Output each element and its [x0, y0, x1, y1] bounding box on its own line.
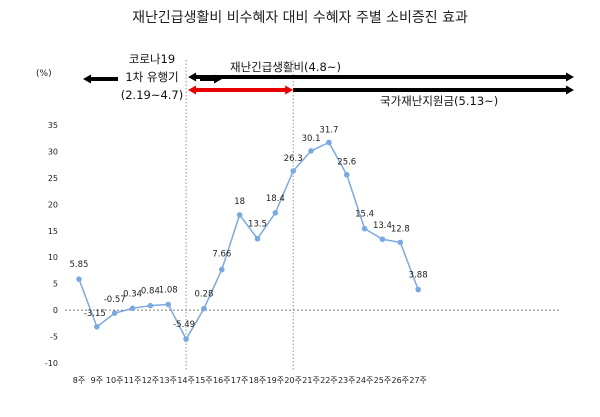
x-tick-label: 12주 — [142, 376, 160, 385]
data-point — [272, 209, 279, 216]
x-tick-label: 24주 — [356, 376, 374, 385]
y-tick-label: 10 — [48, 253, 58, 262]
data-point — [165, 301, 172, 308]
data-point — [94, 323, 100, 330]
data-point — [183, 336, 189, 342]
x-tick-label: 20주 — [284, 376, 302, 385]
data-label: 15.4 — [355, 210, 374, 220]
y-tick-label: 35 — [48, 121, 58, 130]
data-point — [129, 305, 136, 312]
corona-label-line1: 코로나19 — [129, 52, 175, 66]
data-label: -0.57 — [104, 295, 126, 305]
x-tick-label: 23주 — [338, 376, 356, 385]
data-label: -5.49 — [173, 320, 195, 330]
y-tick-label: 30 — [48, 147, 58, 156]
series-line — [78, 141, 419, 341]
data-label: 13.4 — [373, 221, 392, 231]
data-point — [147, 302, 154, 309]
data-labels-group: 5.85 -3.15 -0.570.340.841.08 -5.49 0.28 7.66 1… — [70, 125, 428, 330]
data-point — [290, 168, 297, 174]
relief-fund-arrow — [188, 72, 574, 82]
corona-label-line2: 1차 유행기 — [125, 70, 178, 84]
x-tick-label: 26주 — [392, 376, 410, 385]
data-label: 5.85 — [70, 260, 89, 270]
data-label: 18 — [234, 197, 245, 207]
data-point — [361, 225, 368, 232]
data-point — [201, 305, 207, 312]
data-point — [379, 236, 386, 243]
x-tick-label: 14주 — [177, 376, 195, 385]
x-tick-label: 8주 — [73, 376, 85, 385]
data-label: 18.4 — [266, 194, 285, 204]
data-point — [219, 266, 225, 273]
x-tick-label: 10주 — [106, 376, 124, 385]
corona-label-line3: (2.19~4.7) — [121, 88, 184, 102]
y-unit-label: (%) — [36, 69, 52, 79]
chart-title: 재난긴급생활비 비수혜자 대비 수혜자 주별 소비증진 효과 — [132, 10, 468, 26]
data-point — [343, 171, 350, 178]
data-point — [326, 139, 332, 146]
data-label: 1.08 — [159, 285, 178, 295]
x-tick-label: 9주 — [91, 376, 103, 385]
corona-arrow-left-head-left — [83, 74, 91, 84]
x-tick-label: 17주 — [231, 376, 249, 385]
x-tick-label: 15주 — [195, 376, 213, 385]
relief-fund-arrow-head-left — [188, 72, 197, 82]
national-fund-arrow — [188, 85, 574, 95]
data-point — [397, 239, 404, 246]
national-fund-arrow-head-right — [566, 85, 574, 95]
y-axis-ticks: -10 -5 0 5 10 15 20 25 30 35 — [45, 121, 58, 368]
x-axis-ticks: 8주 9주 10주 11주 12주 13주 14주 15주 16주 17주 18주 19주 20주 21주… — [73, 376, 427, 385]
relief-fund-annotation: 재난긴급생활비(4.8~) — [188, 60, 574, 82]
corona-arrow-left — [83, 74, 118, 84]
y-tick-label: 25 — [48, 174, 58, 183]
data-label: 31.7 — [319, 125, 338, 135]
relief-fund-label: 재난긴급생활비(4.8~) — [230, 60, 341, 74]
y-tick-label: -5 — [50, 333, 58, 342]
y-tick-label: 5 — [53, 280, 58, 289]
red-arrow-head-right — [285, 85, 294, 95]
period-lines — [185, 60, 294, 370]
corona-annotation: 코로나19 1차 유행기 (2.19~4.7) — [83, 52, 222, 102]
data-label: 12.8 — [391, 224, 410, 234]
data-label: 7.66 — [212, 250, 231, 260]
data-point — [236, 212, 243, 218]
x-tick-label: 11주 — [124, 376, 142, 385]
data-label: 0.84 — [141, 287, 160, 297]
data-label: 30.1 — [302, 134, 321, 144]
y-tick-label: 15 — [48, 227, 58, 236]
data-point — [308, 148, 314, 154]
x-tick-label: 19주 — [267, 376, 285, 385]
national-fund-label: 국가재난지원금(5.13~) — [380, 94, 498, 108]
y-tick-label: 0 — [53, 306, 58, 315]
data-label: 0.34 — [123, 289, 142, 299]
data-point — [254, 235, 261, 242]
data-point — [76, 276, 82, 282]
series-line-group — [78, 141, 419, 341]
y-tick-label: 20 — [48, 200, 58, 209]
x-tick-label: 21주 — [302, 376, 320, 385]
data-label: 3.88 — [409, 271, 428, 281]
data-label: 13.5 — [248, 220, 267, 230]
data-label: 26.3 — [284, 154, 303, 164]
data-label: 25.6 — [337, 158, 356, 168]
red-arrow-head-left — [188, 85, 197, 95]
y-tick-label: -10 — [45, 359, 58, 368]
x-tick-label: 27주 — [409, 376, 427, 385]
data-label: -3.15 — [84, 309, 106, 319]
data-label: 0.28 — [194, 290, 213, 300]
x-tick-label: 13주 — [159, 376, 177, 385]
national-fund-annotation: 국가재난지원금(5.13~) — [188, 85, 574, 108]
x-tick-label: 18주 — [249, 376, 267, 385]
data-point — [111, 310, 118, 316]
series-points-group — [76, 139, 421, 342]
x-tick-label: 22주 — [320, 376, 338, 385]
x-tick-label: 16주 — [213, 376, 231, 385]
relief-fund-arrow-head-right — [566, 72, 574, 82]
data-point — [415, 286, 421, 293]
x-tick-label: 25주 — [374, 376, 392, 385]
